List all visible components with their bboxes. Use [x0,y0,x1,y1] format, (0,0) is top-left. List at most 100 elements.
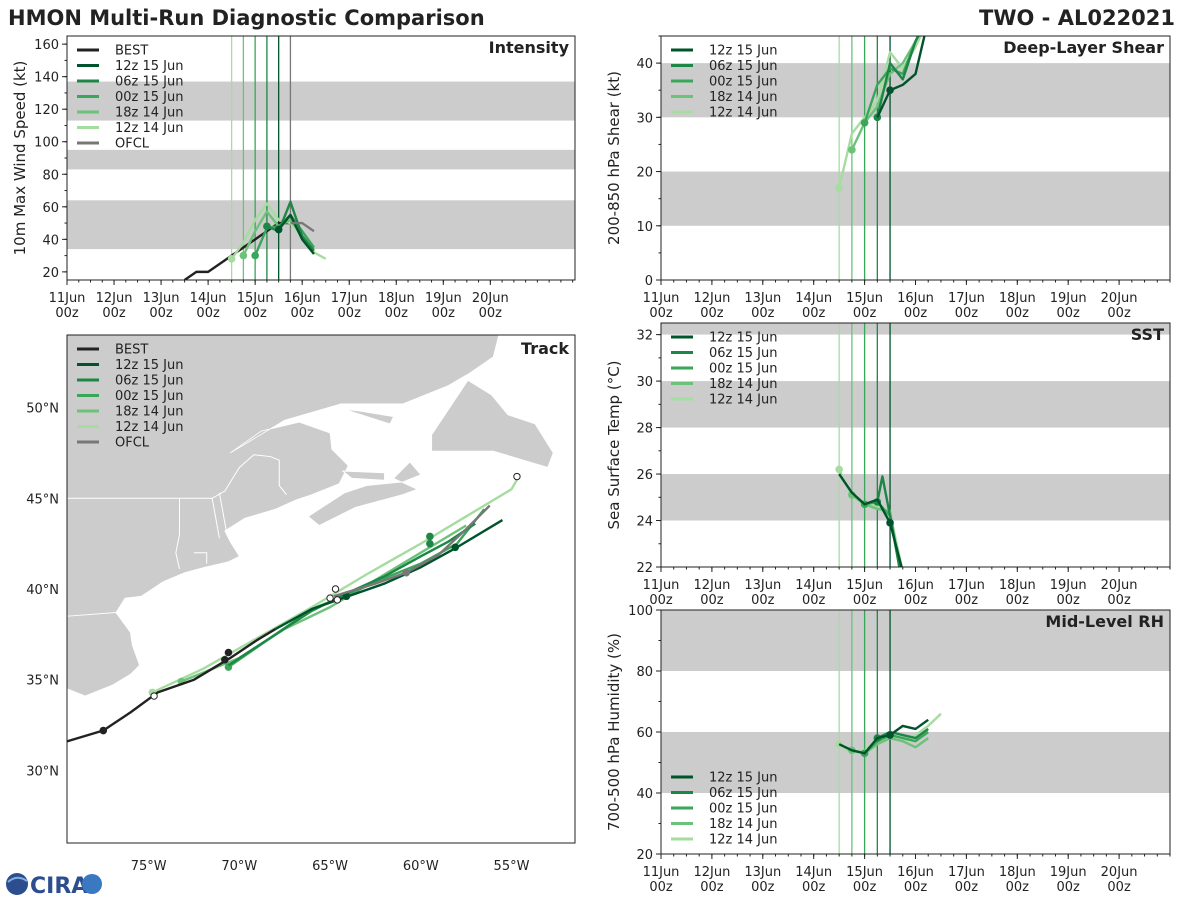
land-5 [344,408,395,425]
legend-label-12z-14-jun: 12z 14 Jun [709,106,778,121]
legend-label-00z-15-jun: 00z 15 Jun [115,389,184,404]
lon-label: 70°W [221,859,257,874]
y-tick-label: 26 [636,468,653,483]
x-tick-label: 19Jun [1050,291,1087,306]
series-line-ofcl [290,221,315,233]
border-4 [218,492,228,533]
y-tick-label: 30 [636,375,653,390]
lon-label: 60°W [403,859,439,874]
land-4 [341,470,385,481]
x-tick-sublabel: 00z [853,306,877,321]
x-tick-label: 17Jun [331,291,368,306]
y-axis-label: Sea Surface Temp (°C) [605,360,623,529]
x-tick-label: 12Jun [96,291,133,306]
x-tick-sublabel: 00z [649,593,673,608]
track-point-best [224,648,233,657]
x-tick-label: 15Jun [846,865,883,880]
legend-label-ofcl: OFCL [115,137,150,152]
series-point-12z-15-jun [886,731,894,739]
track-line-ofcl [333,504,491,598]
shaded-band-2 [661,323,1170,335]
series-group [835,465,903,567]
x-tick-label: 12Jun [693,578,730,593]
x-tick-sublabel: 00z [904,306,928,321]
x-tick-sublabel: 00z [955,880,979,895]
x-tick-sublabel: 00z [338,306,362,321]
legend-label-best: BEST [115,44,148,59]
x-tick-sublabel: 00z [955,593,979,608]
y-tick-label: 160 [34,38,59,53]
series-point-12z-15-jun [886,519,894,527]
series-line-06z-15-jun [876,727,929,740]
border-3 [211,498,220,539]
lat-label: 50°N [26,402,59,417]
x-tick-sublabel: 00z [1107,880,1131,895]
figure-title: HMON Multi-Run Diagnostic Comparison [8,6,485,30]
x-tick-label: 16Jun [897,291,934,306]
series-point-18z-14-jun [848,146,856,154]
border-5 [342,474,349,485]
x-tick-label: 16Jun [897,578,934,593]
track-open-point [326,594,334,602]
lat-label: 40°N [26,583,59,598]
x-tick-label: 19Jun [425,291,462,306]
shaded-band-2 [67,81,575,121]
legend-label-00z-15-jun: 00z 15 Jun [709,362,778,377]
panel-title: Track [521,339,569,358]
x-tick-label: 20Jun [1101,865,1138,880]
x-tick-label: 15Jun [237,291,274,306]
y-tick-label: 60 [42,201,59,216]
y-tick-label: 20 [636,166,653,181]
legend-label-06z-15-jun: 06z 15 Jun [115,75,184,90]
panel-title: Deep-Layer Shear [1003,38,1164,57]
legend-label-best: BEST [115,343,148,358]
shaded-band-1 [661,381,1170,428]
x-tick-label: 16Jun [284,291,321,306]
legend-label-06z-15-jun: 06z 15 Jun [709,59,778,74]
x-tick-label: 14Jun [795,291,832,306]
x-tick-label: 18Jun [378,291,415,306]
x-tick-sublabel: 00z [700,880,724,895]
legend-label-18z-14-jun: 18z 14 Jun [709,377,778,392]
land-2 [307,461,422,526]
legend-label-12z-15-jun: 12z 15 Jun [115,59,184,74]
x-tick-sublabel: 00z [700,593,724,608]
y-tick-label: 140 [34,71,59,86]
track-line-best [67,627,277,743]
legend-label-12z-15-jun: 12z 15 Jun [709,44,778,59]
x-tick-sublabel: 00z [102,306,126,321]
x-tick-label: 15Jun [846,291,883,306]
x-tick-sublabel: 00z [1107,306,1131,321]
series-point-00z-15-jun [251,251,259,260]
y-tick-label: 30 [636,111,653,126]
series-point-12z-15-jun [274,225,283,234]
x-tick-sublabel: 00z [751,593,775,608]
lon-label: 65°W [312,859,348,874]
border-1 [175,498,180,570]
x-tick-label: 17Jun [948,578,985,593]
x-tick-label: 12Jun [693,865,730,880]
x-tick-sublabel: 00z [700,306,724,321]
x-tick-label: 20Jun [1101,578,1138,593]
x-tick-sublabel: 00z [802,593,826,608]
land-0 [67,335,500,617]
border-0 [67,454,287,499]
land-3 [431,379,554,468]
x-tick-sublabel: 00z [751,306,775,321]
series-point-18z-14-jun [239,251,248,260]
y-tick-label: 80 [636,665,653,680]
lat-label: 30°N [26,764,59,779]
track-open-point [150,692,158,700]
y-tick-label: 32 [636,329,653,344]
cira-logo: CIRA [6,873,102,899]
y-tick-label: 100 [628,604,653,619]
track-open-point [331,585,340,593]
y-axis-label: 700-500 hPa Humidity (%) [605,633,623,831]
y-tick-label: 0 [645,274,653,289]
x-tick-label: 18Jun [999,291,1036,306]
series-point-00z-15-jun [860,118,869,127]
legend-label-18z-14-jun: 18z 14 Jun [709,817,778,832]
legend-label-18z-14-jun: 18z 14 Jun [115,106,184,121]
